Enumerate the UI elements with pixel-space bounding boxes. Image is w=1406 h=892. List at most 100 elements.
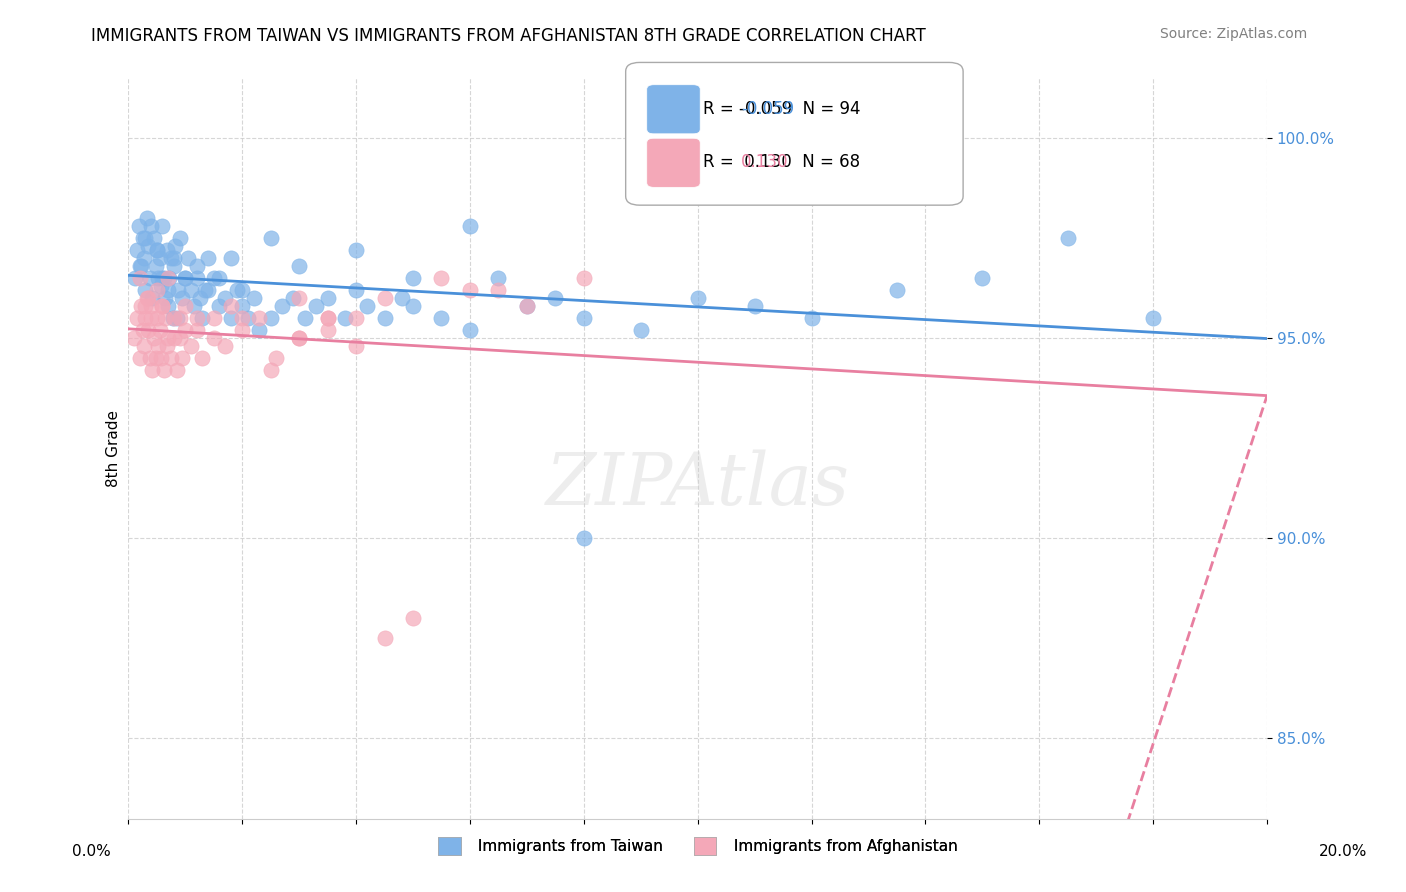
Point xyxy=(150,278,173,293)
Point xyxy=(163,238,186,252)
Point xyxy=(134,310,156,325)
Point xyxy=(186,310,208,325)
Point xyxy=(157,270,180,285)
Point xyxy=(135,291,157,305)
Point xyxy=(172,351,194,365)
Point xyxy=(174,270,197,285)
Point xyxy=(316,310,339,325)
Point xyxy=(316,291,339,305)
Point xyxy=(208,270,231,285)
Point xyxy=(169,230,191,244)
Point xyxy=(136,291,159,305)
Point xyxy=(305,299,328,313)
Text: 0.130: 0.130 xyxy=(741,153,789,171)
Point xyxy=(231,283,253,297)
Point xyxy=(136,323,159,337)
Point xyxy=(186,323,208,337)
Point xyxy=(516,299,538,313)
Point xyxy=(142,230,165,244)
Point xyxy=(139,219,162,233)
Point xyxy=(266,351,288,365)
Point xyxy=(231,323,253,337)
Point xyxy=(167,283,190,297)
Text: ZIPAtlas: ZIPAtlas xyxy=(546,450,849,520)
Point xyxy=(146,339,169,353)
Point xyxy=(152,363,174,377)
Point xyxy=(169,310,191,325)
Point xyxy=(800,310,823,325)
Point xyxy=(160,351,183,365)
Point xyxy=(260,310,283,325)
Point xyxy=(155,310,177,325)
Y-axis label: 8th Grade: 8th Grade xyxy=(107,409,121,486)
Point xyxy=(231,299,253,313)
Point xyxy=(174,299,197,313)
Point xyxy=(247,310,270,325)
Point xyxy=(134,339,156,353)
Point xyxy=(152,299,174,313)
Point xyxy=(139,310,162,325)
Point xyxy=(202,270,225,285)
Point xyxy=(744,299,766,313)
Point xyxy=(186,270,208,285)
Point xyxy=(374,291,396,305)
Point xyxy=(188,291,211,305)
Point xyxy=(194,283,217,297)
Point xyxy=(166,310,188,325)
Point xyxy=(486,270,509,285)
Point xyxy=(174,270,197,285)
Point xyxy=(142,331,165,345)
Point xyxy=(180,283,202,297)
Point xyxy=(129,259,152,273)
Point xyxy=(134,230,156,244)
Point xyxy=(402,270,425,285)
Point xyxy=(157,270,180,285)
Point xyxy=(260,363,283,377)
Point xyxy=(163,259,186,273)
Point xyxy=(186,259,208,273)
Point xyxy=(152,219,174,233)
Text: 0.0%: 0.0% xyxy=(72,845,111,859)
Point xyxy=(630,323,652,337)
Point xyxy=(202,310,225,325)
Point xyxy=(146,243,169,257)
Point xyxy=(156,243,179,257)
Point xyxy=(288,331,311,345)
Point xyxy=(169,331,191,345)
Point xyxy=(458,283,481,297)
Point xyxy=(271,299,294,313)
Text: R =  0.130  N = 68: R = 0.130 N = 68 xyxy=(703,153,860,171)
Point xyxy=(128,351,150,365)
Point xyxy=(344,243,367,257)
Point xyxy=(231,310,253,325)
Point xyxy=(131,230,153,244)
Point xyxy=(139,299,162,313)
Point xyxy=(134,283,156,297)
Point xyxy=(242,291,264,305)
Point xyxy=(202,331,225,345)
Point xyxy=(135,211,157,225)
Point xyxy=(260,230,283,244)
Point xyxy=(191,310,214,325)
Point xyxy=(157,283,180,297)
Point xyxy=(125,310,148,325)
Point xyxy=(128,259,150,273)
Point xyxy=(157,331,180,345)
Point xyxy=(236,310,259,325)
Point xyxy=(391,291,413,305)
Point xyxy=(134,299,156,313)
Point xyxy=(141,363,163,377)
Text: R = -0.059  N = 94: R = -0.059 N = 94 xyxy=(703,100,860,118)
Point xyxy=(344,310,367,325)
Point xyxy=(149,251,172,265)
Point xyxy=(172,291,194,305)
Point xyxy=(146,283,169,297)
Point xyxy=(219,251,242,265)
Point xyxy=(288,259,311,273)
Point xyxy=(572,531,595,545)
Point xyxy=(544,291,567,305)
Point xyxy=(163,331,186,345)
Point xyxy=(288,291,311,305)
Point xyxy=(1142,310,1164,325)
Point xyxy=(886,283,908,297)
